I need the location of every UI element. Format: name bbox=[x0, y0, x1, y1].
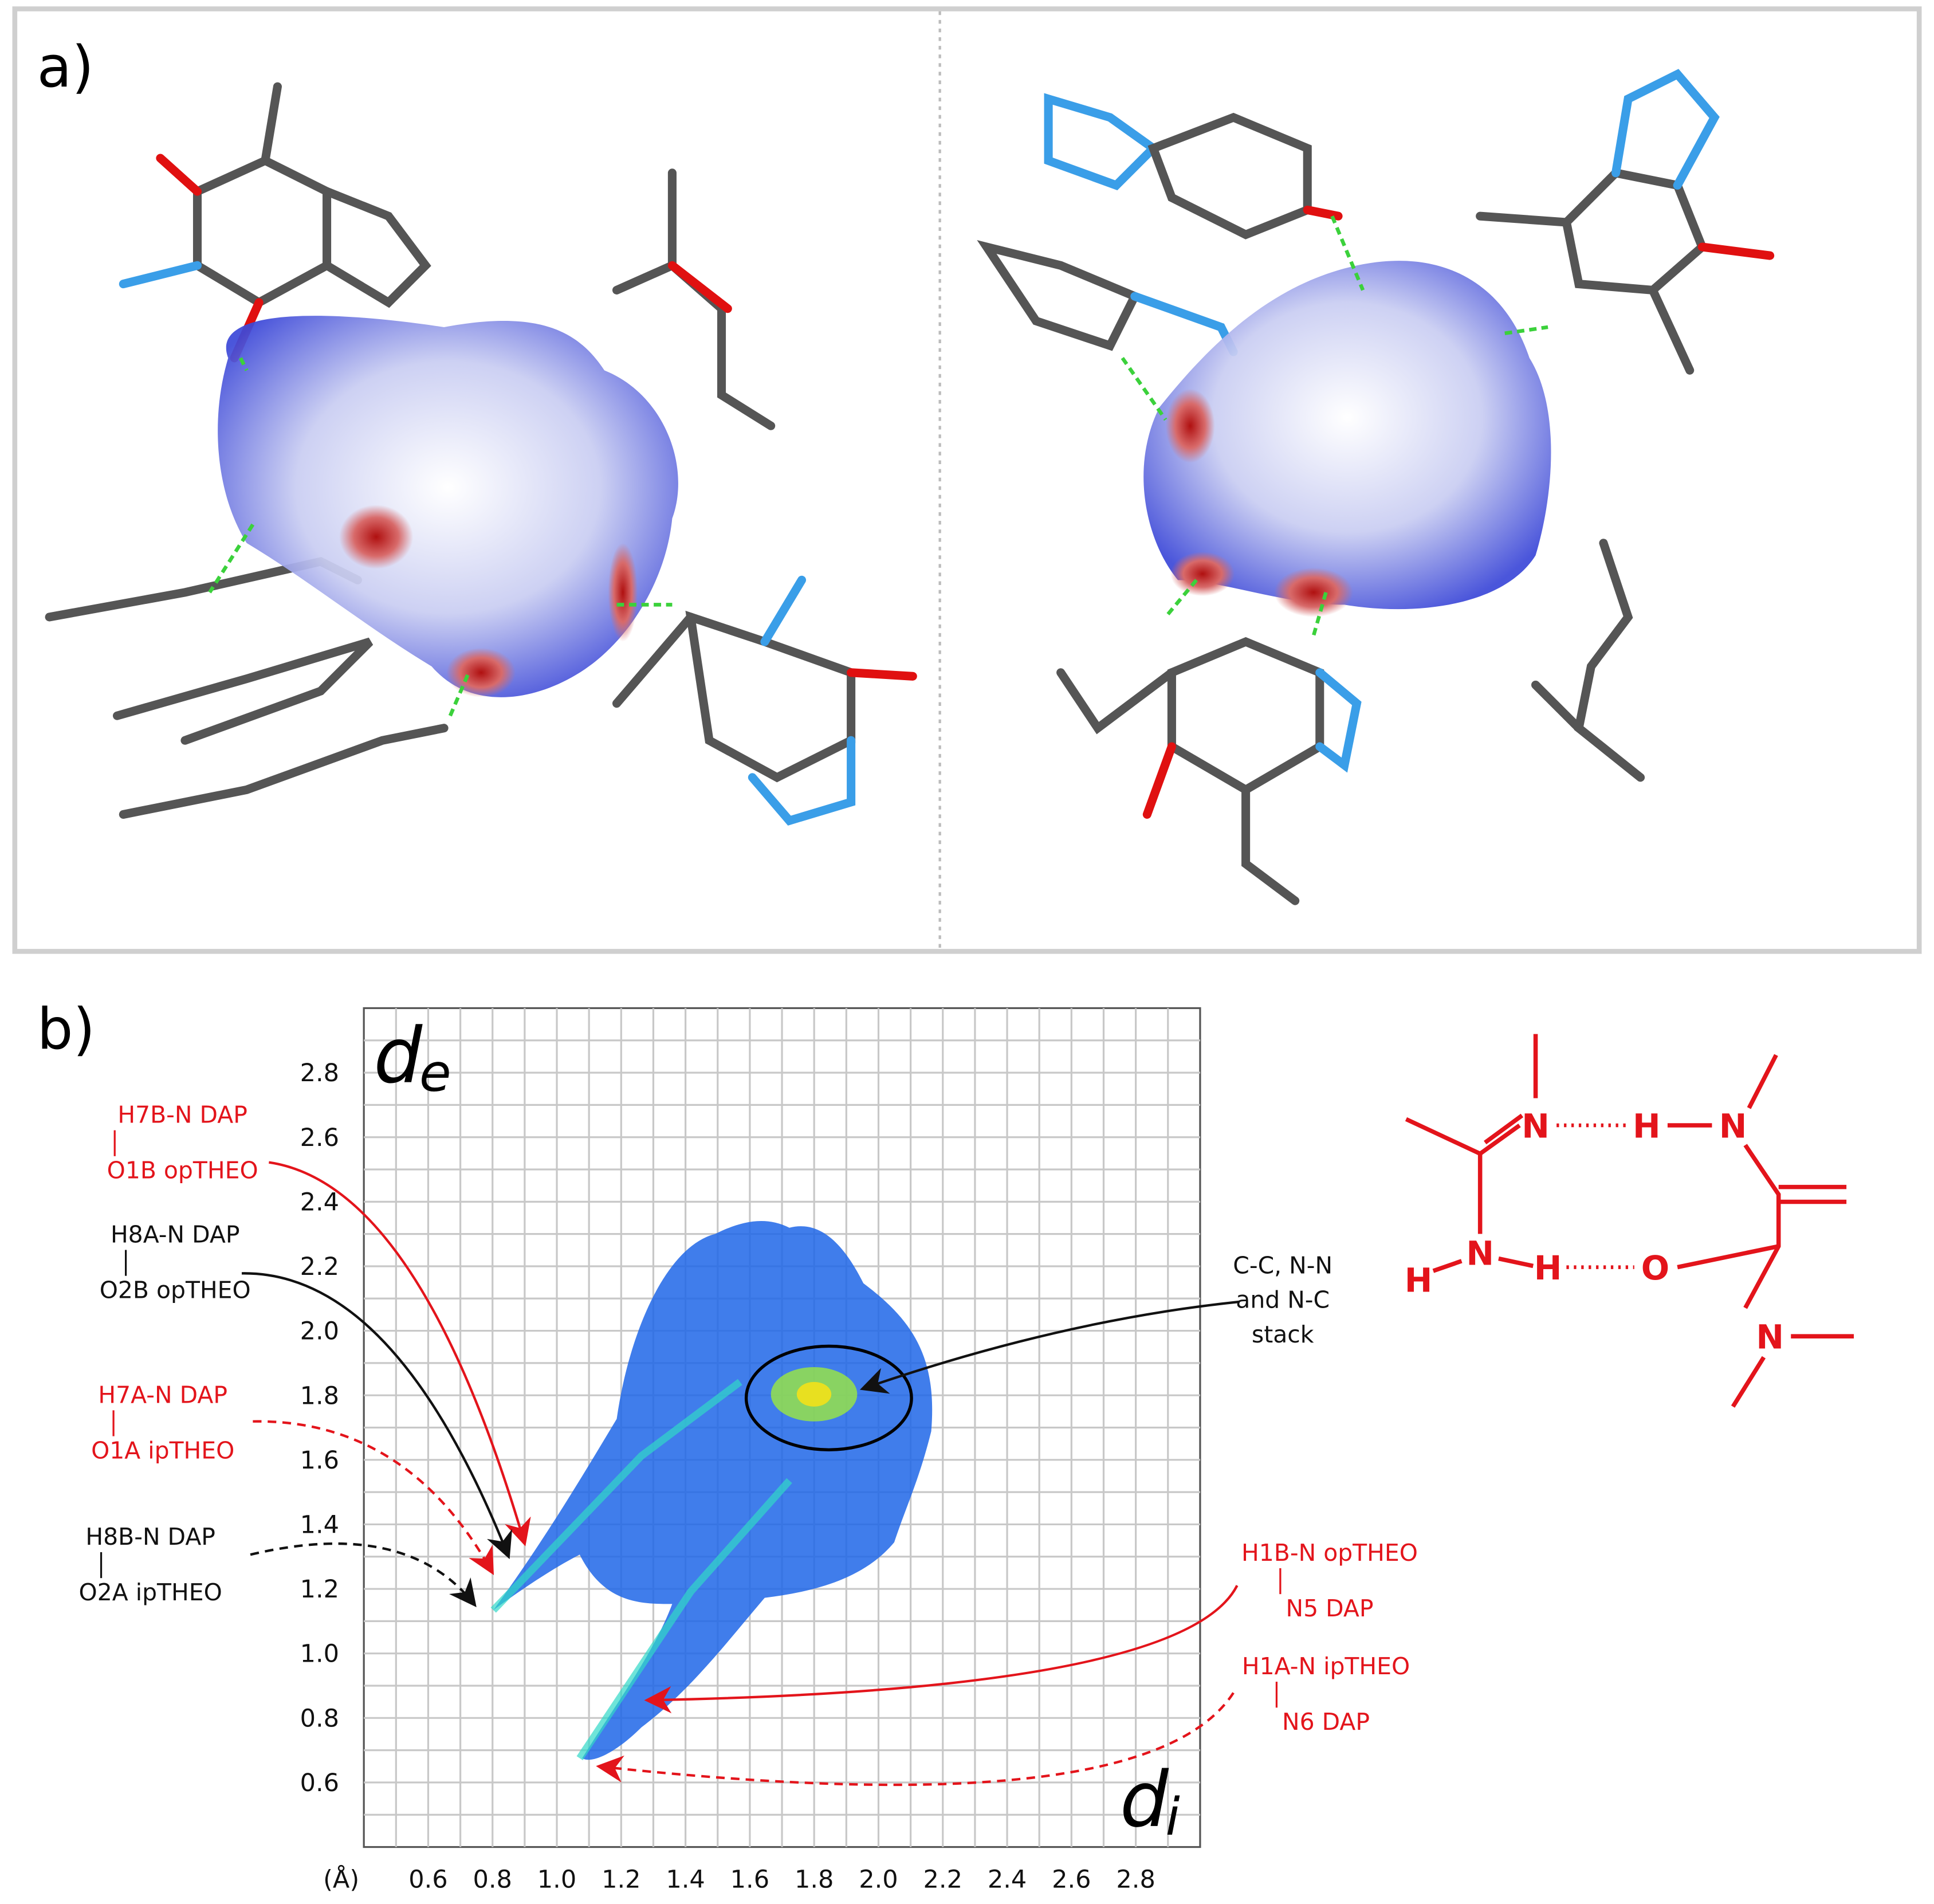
x-tick-label: 1.6 bbox=[730, 1866, 769, 1894]
scheme-atom: N bbox=[1756, 1318, 1784, 1357]
x-tick-label: 2.2 bbox=[923, 1866, 962, 1894]
y-tick-label: 2.0 bbox=[300, 1317, 339, 1346]
scheme-bond bbox=[1432, 1259, 1463, 1273]
annotation-arrow bbox=[250, 1542, 477, 1607]
x-tick-label: 2.0 bbox=[859, 1866, 898, 1894]
annotation-text: H1B-N opTHEO bbox=[1241, 1539, 1418, 1567]
y-tick-label: 2.6 bbox=[300, 1124, 339, 1152]
x-tick-label: 2.6 bbox=[1052, 1866, 1091, 1894]
scheme-atom: N bbox=[1466, 1234, 1494, 1273]
scheme-bond bbox=[1731, 1356, 1766, 1408]
scheme-bond bbox=[1677, 1244, 1779, 1270]
unit-label: (Å) bbox=[323, 1865, 359, 1894]
annotation-arrow bbox=[596, 1692, 1235, 1787]
y-axis-label-sub: e bbox=[419, 1043, 451, 1104]
scheme-atom: H bbox=[1633, 1107, 1661, 1146]
scheme-bond bbox=[1747, 1054, 1778, 1109]
y-tick-label: 1.4 bbox=[300, 1511, 339, 1540]
y-tick-label: 1.2 bbox=[300, 1575, 339, 1604]
annotation-text: O2B opTHEO bbox=[100, 1276, 251, 1304]
scheme-atom: O bbox=[1641, 1249, 1669, 1287]
y-tick-label: 0.8 bbox=[300, 1704, 339, 1733]
scheme-bond bbox=[1498, 1256, 1534, 1269]
annotation-text: H7A-N DAP bbox=[98, 1381, 227, 1408]
panel-label: b) bbox=[37, 997, 96, 1063]
scheme-bond bbox=[1405, 1117, 1521, 1156]
annotation-text: O2A ipTHEO bbox=[79, 1579, 222, 1606]
annotation-text: stack bbox=[1252, 1321, 1314, 1348]
y-tick-label: 1.0 bbox=[300, 1640, 339, 1669]
x-tick-label: 1.4 bbox=[666, 1866, 705, 1894]
x-axis-label: d bbox=[1120, 1756, 1169, 1844]
annotation-text: C-C, N-N bbox=[1233, 1251, 1332, 1279]
annotation-arrow bbox=[269, 1161, 531, 1546]
annotation-text: N6 DAP bbox=[1282, 1708, 1370, 1736]
density-region bbox=[490, 1220, 933, 1761]
annotation-arrow bbox=[241, 1272, 513, 1560]
annotation-text: H7B-N DAP bbox=[117, 1101, 247, 1129]
scheme-bond bbox=[1484, 1113, 1524, 1145]
y-tick-label: 1.8 bbox=[300, 1381, 339, 1410]
annotation-text: H8B-N DAP bbox=[85, 1523, 215, 1550]
x-tick-label: 0.6 bbox=[408, 1866, 447, 1894]
x-tick-label: 1.2 bbox=[602, 1866, 640, 1894]
annotation-arrow bbox=[859, 1300, 1240, 1394]
y-tick-label: 1.6 bbox=[300, 1446, 339, 1475]
x-tick-label: 2.8 bbox=[1116, 1866, 1155, 1894]
y-tick-label: 2.2 bbox=[300, 1253, 339, 1281]
panel-label: a) bbox=[37, 34, 94, 100]
x-tick-label: 1.0 bbox=[537, 1866, 576, 1894]
x-tick-label: 2.4 bbox=[988, 1866, 1027, 1894]
y-tick-label: 2.4 bbox=[300, 1188, 339, 1216]
annotation-arrow bbox=[644, 1585, 1239, 1714]
scheme: N H NHN H ON bbox=[1405, 1034, 1854, 1408]
scheme-bond bbox=[1743, 1144, 1781, 1309]
x-tick-label: 1.8 bbox=[795, 1866, 834, 1894]
annotation-text: and N-C bbox=[1236, 1286, 1330, 1314]
annotation-arrow bbox=[253, 1420, 494, 1576]
y-axis-label: d bbox=[374, 1012, 423, 1101]
molecule-right bbox=[977, 69, 1775, 905]
x-tick-label: 0.8 bbox=[473, 1866, 512, 1894]
annotation-text: H1A-N ipTHEO bbox=[1242, 1652, 1410, 1680]
molecule-left bbox=[45, 82, 917, 826]
scheme-atom: N bbox=[1719, 1107, 1747, 1146]
annotation-text: O1B opTHEO bbox=[107, 1157, 258, 1184]
y-tick-label: 0.6 bbox=[300, 1769, 339, 1797]
y-tick-label: 2.8 bbox=[300, 1059, 339, 1088]
x-axis-label-sub: i bbox=[1166, 1787, 1180, 1847]
annotation-text: N5 DAP bbox=[1286, 1595, 1373, 1622]
scheme-atom: H bbox=[1405, 1261, 1433, 1300]
scheme-atom: H bbox=[1534, 1249, 1562, 1287]
scheme-atom: N bbox=[1522, 1107, 1550, 1146]
annotation-text: H8A-N DAP bbox=[111, 1221, 240, 1249]
annotation-text: O1A ipTHEO bbox=[91, 1436, 234, 1464]
